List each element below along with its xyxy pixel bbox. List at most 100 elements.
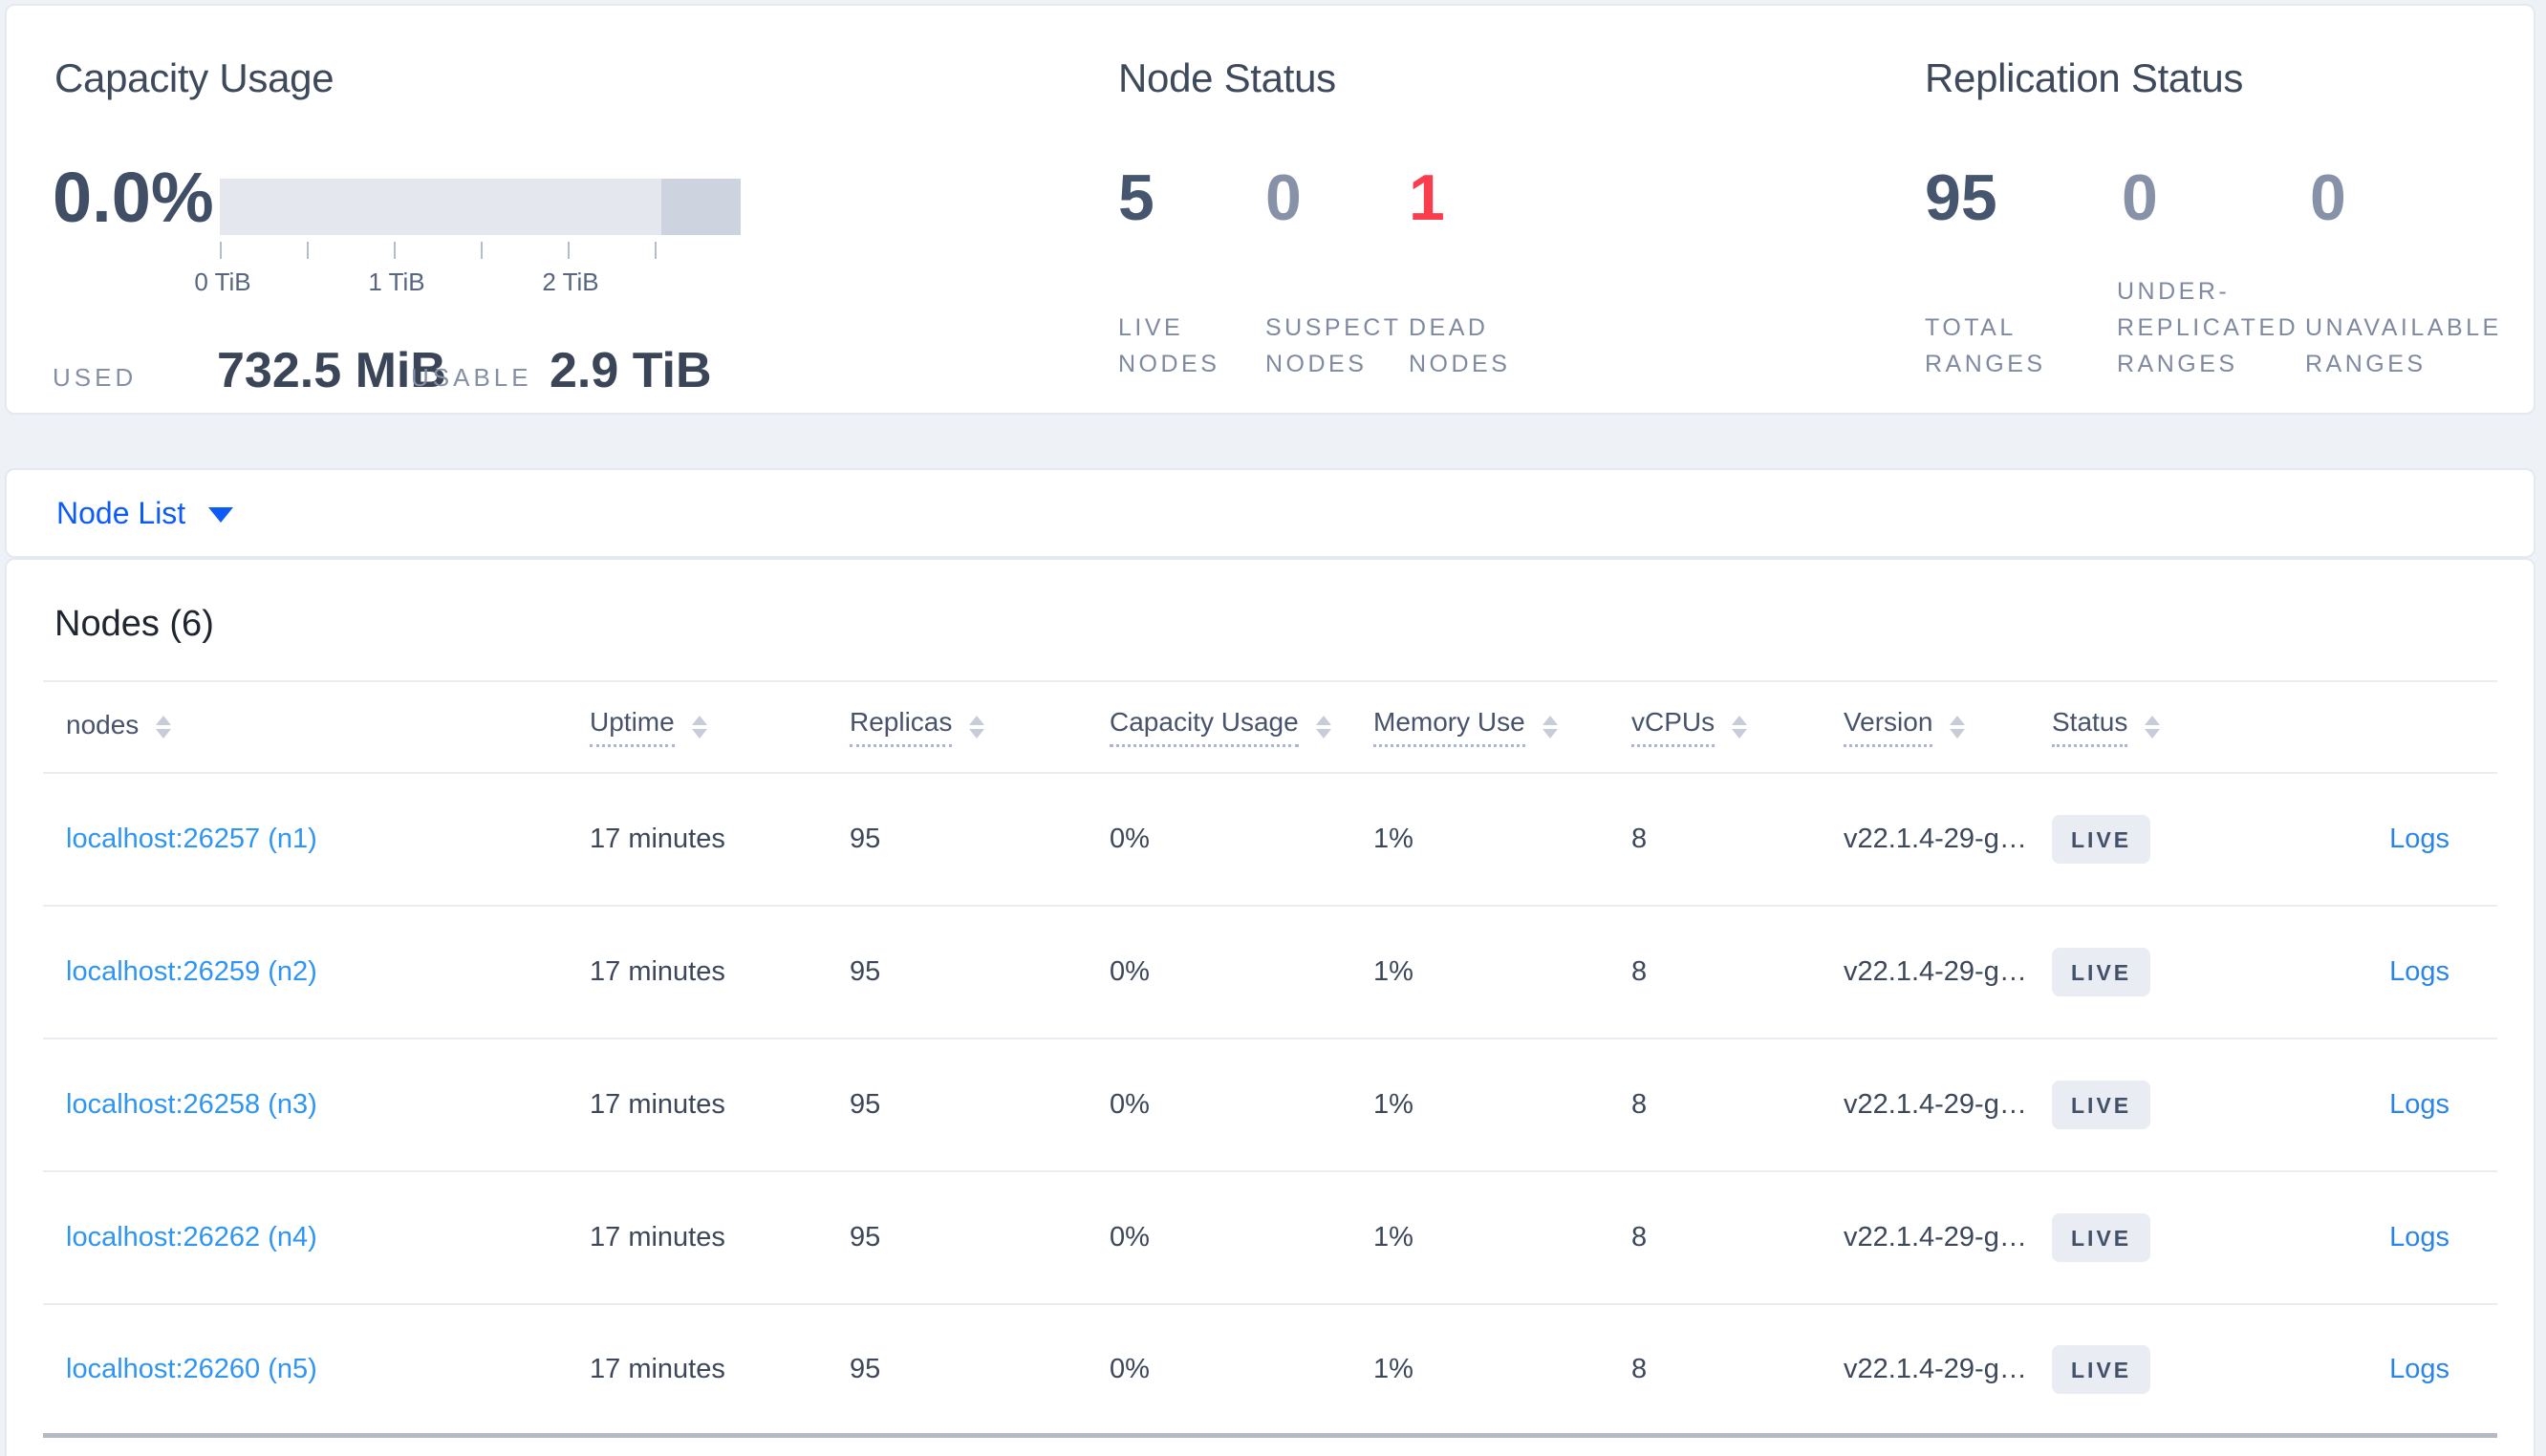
under-replicated-ranges-label: UNDER-REPLICATED RANGES [2117, 278, 2299, 377]
total-ranges-count: 95 [1925, 161, 1997, 234]
dead-nodes-label: DEAD NODES [1409, 314, 1511, 377]
sort-icon[interactable] [1950, 716, 1966, 739]
capacity-tick-label: 1 TiB [368, 268, 425, 296]
capacity-cell: 0% [1110, 956, 1150, 987]
node-list-dropdown-label: Node List [56, 495, 186, 530]
version-cell: v22.1.4-29-g… [1844, 1089, 2027, 1120]
memory-cell: 1% [1373, 1353, 1413, 1384]
table-row: localhost:26257 (n1) 17 minutes 95 0% 1%… [43, 774, 2497, 907]
node-link[interactable]: localhost:26262 (n4) [66, 1222, 317, 1253]
memory-cell: 1% [1373, 956, 1413, 987]
uptime-cell: 17 minutes [590, 824, 725, 854]
logs-link[interactable]: Logs [2389, 824, 2449, 854]
column-header-nodes[interactable]: nodes [66, 710, 590, 744]
nodes-table-panel: Nodes (6) nodes Uptime Replicas Capacity… [5, 558, 2535, 1456]
capacity-cell: 0% [1110, 1222, 1150, 1253]
uptime-cell: 17 minutes [590, 1222, 725, 1253]
capacity-axis-tick [568, 242, 570, 259]
total-ranges-label: TOTAL RANGES [1925, 314, 2046, 377]
node-status-title: Node Status [1118, 55, 1336, 100]
vcpus-cell: 8 [1631, 956, 1648, 987]
caret-down-icon [208, 507, 234, 523]
capacity-bar-chart [220, 179, 741, 235]
nodes-table: nodes Uptime Replicas Capacity Usage Mem… [43, 680, 2497, 1438]
capacity-axis-tick [481, 242, 483, 259]
table-row: localhost:26262 (n4) 17 minutes 95 0% 1%… [43, 1172, 2497, 1305]
uptime-cell: 17 minutes [590, 1353, 725, 1384]
capacity-used-label: USED [53, 363, 138, 392]
logs-link[interactable]: Logs [2389, 1222, 2449, 1253]
capacity-axis-tick [394, 242, 396, 259]
column-header-replicas[interactable]: Replicas [850, 707, 1110, 747]
node-link[interactable]: localhost:26259 (n2) [66, 956, 317, 987]
live-nodes-label: LIVE NODES [1118, 314, 1220, 377]
dead-nodes-count: 1 [1409, 161, 1445, 234]
replicas-cell: 95 [850, 956, 881, 987]
sort-icon[interactable] [1542, 716, 1558, 739]
node-link[interactable]: localhost:26258 (n3) [66, 1089, 317, 1120]
status-badge: LIVE [2052, 948, 2151, 996]
column-header-memory-use[interactable]: Memory Use [1373, 707, 1631, 747]
replicas-cell: 95 [850, 824, 881, 854]
replicas-cell: 95 [850, 1222, 881, 1253]
logs-link[interactable]: Logs [2389, 956, 2449, 987]
capacity-usage-title: Capacity Usage [54, 55, 334, 100]
capacity-axis-tick [220, 242, 222, 259]
capacity-tick-label: 0 TiB [194, 268, 251, 296]
capacity-cell: 0% [1110, 824, 1150, 854]
suspect-nodes-label: SUSPECT NODES [1265, 314, 1402, 377]
node-link[interactable]: localhost:26260 (n5) [66, 1353, 317, 1384]
vcpus-cell: 8 [1631, 1353, 1648, 1384]
node-link[interactable]: localhost:26257 (n1) [66, 824, 317, 854]
view-selector-panel: Node List [5, 468, 2535, 558]
version-cell: v22.1.4-29-g… [1844, 1353, 2027, 1384]
sort-icon[interactable] [969, 716, 985, 739]
vcpus-cell: 8 [1631, 824, 1648, 854]
memory-cell: 1% [1373, 1089, 1413, 1120]
status-badge: LIVE [2052, 1081, 2151, 1129]
capacity-cell: 0% [1110, 1353, 1150, 1384]
sort-icon[interactable] [1315, 716, 1331, 739]
version-cell: v22.1.4-29-g… [1844, 1222, 2027, 1253]
logs-link[interactable]: Logs [2389, 1089, 2449, 1120]
cluster-summary-panel: Capacity Usage 0.0% 0 TiB 1 TiB 2 TiB US… [5, 4, 2535, 415]
unavailable-ranges-count: 0 [2310, 161, 2346, 234]
status-badge: LIVE [2052, 1344, 2151, 1394]
capacity-used-percent: 0.0% [53, 158, 214, 237]
node-list-dropdown[interactable]: Node List [56, 470, 234, 556]
capacity-tick-label: 2 TiB [542, 268, 599, 296]
column-header-vcpus[interactable]: vCPUs [1631, 707, 1844, 747]
capacity-used-value: 732.5 MiB [217, 343, 446, 398]
logs-link[interactable]: Logs [2389, 1353, 2449, 1384]
suspect-nodes-count: 0 [1265, 161, 1302, 234]
table-header-row: nodes Uptime Replicas Capacity Usage Mem… [43, 682, 2497, 774]
vcpus-cell: 8 [1631, 1089, 1648, 1120]
memory-cell: 1% [1373, 824, 1413, 854]
uptime-cell: 17 minutes [590, 956, 725, 987]
sort-icon[interactable] [1732, 716, 1748, 739]
memory-cell: 1% [1373, 1222, 1413, 1253]
capacity-usable-label: USABLE [411, 363, 532, 392]
nodes-table-title: Nodes (6) [54, 604, 214, 644]
version-cell: v22.1.4-29-g… [1844, 824, 2027, 854]
table-row: localhost:26260 (n5) 17 minutes 95 0% 1%… [43, 1305, 2497, 1438]
status-badge: LIVE [2052, 815, 2151, 864]
column-header-uptime[interactable]: Uptime [590, 707, 850, 747]
capacity-bar-other-segment [661, 179, 741, 235]
replicas-cell: 95 [850, 1353, 881, 1384]
sort-icon[interactable] [691, 716, 707, 739]
sort-icon[interactable] [156, 716, 172, 739]
column-header-status[interactable]: Status [2052, 707, 2272, 747]
replication-status-title: Replication Status [1925, 55, 2244, 100]
capacity-usable-value: 2.9 TiB [550, 343, 712, 398]
column-header-version[interactable]: Version [1844, 707, 2052, 747]
column-header-capacity-usage[interactable]: Capacity Usage [1110, 707, 1373, 747]
unavailable-ranges-label: UNAVAILABLE RANGES [2305, 314, 2502, 377]
uptime-cell: 17 minutes [590, 1089, 725, 1120]
capacity-axis-tick [307, 242, 309, 259]
under-replicated-ranges-count: 0 [2122, 161, 2158, 234]
capacity-cell: 0% [1110, 1089, 1150, 1120]
sort-icon[interactable] [2145, 716, 2161, 739]
vcpus-cell: 8 [1631, 1222, 1648, 1253]
table-row: localhost:26259 (n2) 17 minutes 95 0% 1%… [43, 907, 2497, 1039]
